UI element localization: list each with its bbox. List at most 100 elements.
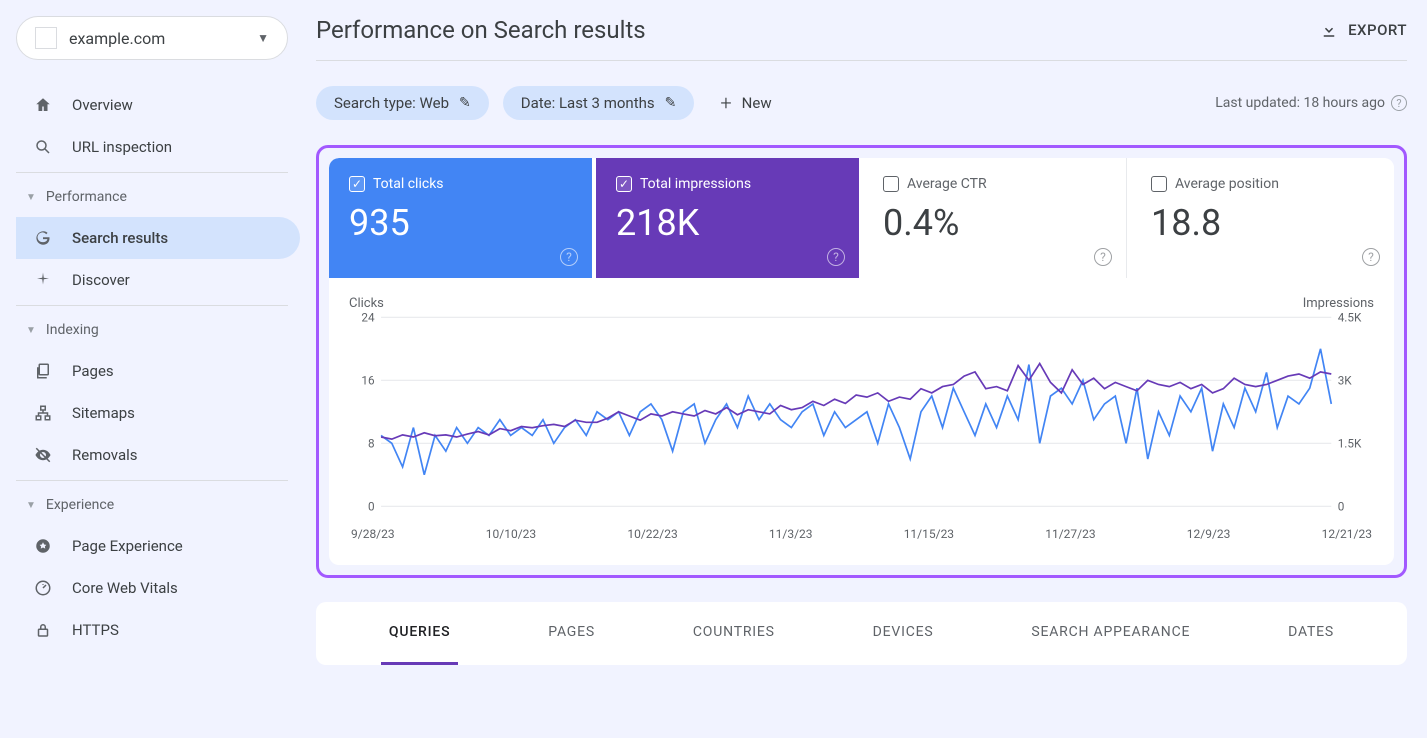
nav-https[interactable]: HTTPS [16,609,300,651]
x-tick-label: 10/10/23 [486,527,536,541]
plus-icon: + [720,91,731,115]
sidebar: example.com ▼ Overview URL inspection ▼ … [0,0,300,738]
arrow-annotation [300,150,315,290]
divider [16,480,288,481]
tabs-row: QUERIES PAGES COUNTRIES DEVICES SEARCH APPEA… [340,602,1383,665]
add-filter-button[interactable]: + New [708,83,783,123]
chart-container: Clicks Impressions 244.5K163K81.5K00 9/2… [329,278,1394,565]
nav-section-indexing[interactable]: ▼ Indexing [16,310,300,350]
page-title: Performance on Search results [316,16,646,44]
chart-right-axis-label: Impressions [1303,296,1374,311]
nav-section-performance[interactable]: ▼ Performance [16,177,300,217]
home-icon [32,96,54,114]
help-icon[interactable]: ? [1094,248,1112,266]
metric-label: Average position [1175,176,1279,192]
section-title: Performance [46,189,127,205]
last-updated: Last updated: 18 hours ago ? [1215,95,1407,111]
x-tick-label: 9/28/23 [351,527,395,541]
nav-overview[interactable]: Overview [16,84,300,126]
site-favicon [35,27,57,49]
nav-pages[interactable]: Pages [16,350,300,392]
performance-chart[interactable]: 244.5K163K81.5K00 [349,311,1374,521]
tab-queries[interactable]: QUERIES [381,602,458,665]
filter-date-range[interactable]: Date: Last 3 months ✎ [503,86,695,120]
sitemap-icon [32,404,54,422]
highlight-annotation: Total clicks935?Total impressions218K?Av… [316,145,1407,578]
metrics-row: Total clicks935?Total impressions218K?Av… [329,158,1394,278]
caret-down-icon: ▼ [26,192,36,203]
metric-checkbox[interactable] [349,176,365,192]
nav-core-web-vitals[interactable]: Core Web Vitals [16,567,300,609]
chip-label: Search type: Web [334,94,449,112]
help-icon[interactable]: ? [1362,248,1380,266]
metric-checkbox[interactable] [616,176,632,192]
chart-left-axis-label: Clicks [349,296,384,311]
nav-url-inspection[interactable]: URL inspection [16,126,300,168]
metric-card-1[interactable]: Total impressions 218K? [596,158,859,278]
metric-value: 18.8 [1151,202,1374,244]
caret-down-icon: ▼ [26,325,36,336]
nav-page-experience[interactable]: Page Experience [16,525,300,567]
chevron-down-icon: ▼ [257,31,269,45]
metric-card-2[interactable]: Average CTR0.4%? [863,158,1127,278]
tabs-card: QUERIES PAGES COUNTRIES DEVICES SEARCH APPEA… [316,602,1407,665]
site-domain: example.com [69,29,245,48]
x-tick-label: 11/27/23 [1045,527,1095,541]
svg-text:16: 16 [361,374,374,388]
pencil-icon: ✎ [459,95,471,111]
last-updated-text: Last updated: 18 hours ago [1215,95,1385,111]
metric-value: 218K [616,202,839,244]
metric-label: Average CTR [907,176,987,192]
nav-sitemaps[interactable]: Sitemaps [16,392,300,434]
tab-pages[interactable]: PAGES [540,602,603,665]
vitals-icon [32,579,54,597]
help-icon[interactable]: ? [827,248,845,266]
chart-x-axis: 9/28/2310/10/2310/22/2311/3/2311/15/2311… [349,527,1374,541]
main-content: Performance on Search results EXPORT Sea… [300,0,1427,738]
section-title: Experience [46,497,114,513]
svg-text:24: 24 [361,311,375,324]
help-icon[interactable]: ? [1391,95,1407,111]
divider [16,172,288,173]
pages-icon [32,362,54,380]
nav-section-experience[interactable]: ▼ Experience [16,485,300,525]
search-icon [32,138,54,156]
svg-text:0: 0 [368,500,375,514]
svg-text:0: 0 [1338,500,1345,514]
chip-label: Date: Last 3 months [521,94,655,112]
nav-label: Overview [72,96,133,114]
tab-dates[interactable]: DATES [1280,602,1342,665]
nav-label: Removals [72,446,138,464]
metric-checkbox[interactable] [1151,176,1167,192]
tab-search-appearance[interactable]: SEARCH APPEARANCE [1023,602,1198,665]
svg-text:3K: 3K [1338,374,1353,388]
metric-label: Total impressions [640,176,751,192]
site-selector[interactable]: example.com ▼ [16,16,288,60]
svg-text:4.5K: 4.5K [1338,311,1362,324]
add-label: New [742,94,772,112]
tab-devices[interactable]: DEVICES [865,602,942,665]
nav-label: Search results [72,229,168,247]
svg-text:8: 8 [368,437,375,451]
filter-search-type[interactable]: Search type: Web ✎ [316,86,489,120]
nav-label: Pages [72,362,114,380]
nav-label: Discover [72,271,130,289]
nav-label: HTTPS [72,621,119,639]
nav-label: Page Experience [72,537,183,555]
section-title: Indexing [46,322,99,338]
nav-search-results[interactable]: Search results [16,217,300,259]
nav-removals[interactable]: Removals [16,434,300,476]
metric-checkbox[interactable] [883,176,899,192]
caret-down-icon: ▼ [26,500,36,511]
nav-discover[interactable]: Discover [16,259,300,301]
help-icon[interactable]: ? [560,248,578,266]
metric-card-0[interactable]: Total clicks 935? [329,158,592,278]
lock-icon [32,621,54,639]
tab-countries[interactable]: COUNTRIES [685,602,783,665]
export-button[interactable]: EXPORT [1320,21,1407,39]
pencil-icon: ✎ [665,95,677,111]
metric-label: Total clicks [373,176,444,192]
metric-card-3[interactable]: Average position 18.8? [1131,158,1394,278]
download-icon [1320,21,1338,39]
metric-value: 935 [349,202,572,244]
